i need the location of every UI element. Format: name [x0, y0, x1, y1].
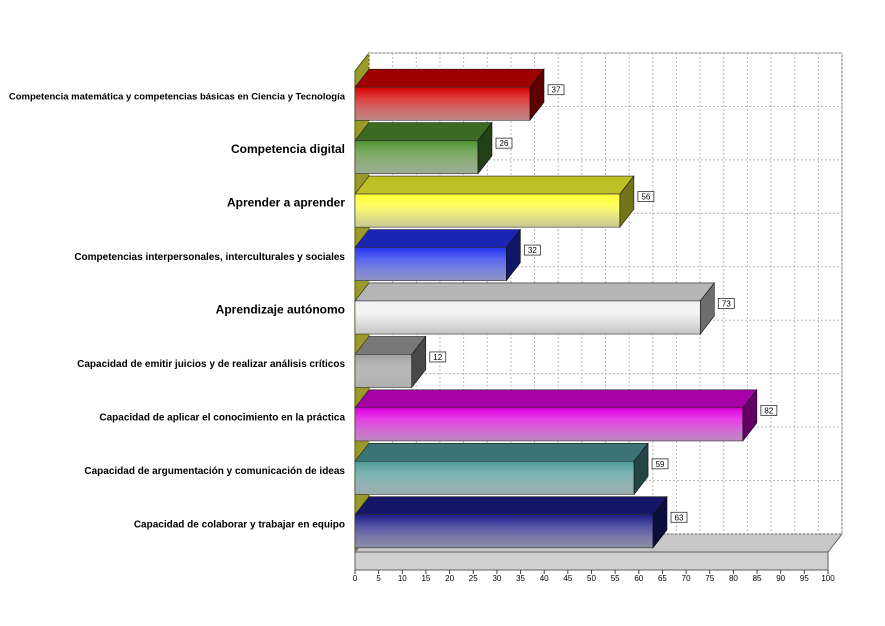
bar-end-face — [652, 495, 668, 549]
category-label: Capacidad de emitir juicios y de realiza… — [77, 359, 345, 370]
tick-label: 85 — [753, 574, 762, 583]
bar — [354, 68, 545, 122]
tick-label: 60 — [634, 574, 643, 583]
category-label: Capacidad de colaborar y trabajar en equ… — [134, 519, 345, 530]
bar — [354, 495, 668, 549]
category-label: Aprendizaje autónomo — [216, 303, 345, 317]
tick-label: 10 — [398, 574, 407, 583]
value-label-box — [651, 458, 669, 470]
category-label: Competencia matemática y competencias bá… — [9, 92, 346, 103]
value-label: 37 — [552, 86, 561, 95]
value-label: 63 — [675, 513, 684, 522]
bar-end-face — [633, 442, 649, 496]
bar-end-face — [411, 335, 427, 389]
bars — [354, 68, 758, 549]
value-label-box — [717, 298, 735, 309]
bar-end-face — [529, 68, 545, 122]
bar-front-face — [354, 407, 744, 442]
category-label: Competencia digital — [231, 142, 345, 156]
value-label: 82 — [764, 406, 773, 415]
value-label-box — [523, 244, 541, 256]
tick-label: 45 — [563, 574, 572, 583]
tick-label: 15 — [421, 574, 430, 583]
value-label-box — [429, 351, 447, 363]
bar-front-face — [354, 193, 621, 228]
bar-end-face — [619, 175, 635, 229]
floor-front — [354, 551, 829, 571]
tick-label: 90 — [776, 574, 785, 583]
value-label: 56 — [641, 193, 650, 202]
bar-front-face — [354, 514, 654, 549]
value-label: 26 — [500, 139, 509, 148]
value-label-box — [670, 511, 688, 523]
bar-top-face — [354, 389, 758, 409]
bar-end-face — [742, 388, 758, 442]
tick-label: 25 — [469, 574, 478, 583]
tick-label: 95 — [800, 574, 809, 583]
bar-top-face — [354, 122, 493, 141]
bar-top-face — [354, 442, 649, 462]
bar-front-face — [354, 300, 701, 335]
category-label: Competencias interpersonales, intercultu… — [74, 252, 345, 263]
tick-label: 30 — [492, 574, 501, 583]
bar-end-face — [477, 121, 493, 175]
bar-top-face — [354, 496, 668, 516]
tick-label: 20 — [445, 574, 454, 583]
tick-label: 35 — [516, 574, 525, 583]
tick-label: 65 — [658, 574, 667, 583]
bar-top-face — [354, 175, 635, 195]
bar — [354, 388, 758, 442]
value-label-box — [760, 404, 778, 416]
bar-front-face — [354, 140, 479, 175]
bar — [354, 228, 521, 282]
value-label-box — [495, 137, 513, 149]
value-label-box — [547, 84, 565, 96]
bar-top-face — [354, 282, 715, 302]
value-label: 59 — [656, 460, 665, 469]
bar — [354, 121, 493, 175]
tick-label: 100 — [821, 574, 835, 583]
category-label: Capacidad de argumentación y comunicació… — [84, 466, 345, 477]
tick-label: 40 — [540, 574, 549, 583]
bar-end-face — [506, 228, 521, 282]
bar — [354, 175, 635, 229]
value-label: 12 — [433, 353, 442, 362]
tick-label: 50 — [587, 574, 596, 583]
tick-label: 75 — [705, 574, 714, 583]
value-label: 73 — [722, 300, 731, 309]
category-label: Capacidad de aplicar el conocimiento en … — [99, 412, 345, 423]
tick-label: 5 — [376, 574, 381, 583]
category-label: Aprender a aprender — [227, 196, 345, 210]
value-label: 32 — [528, 246, 537, 255]
labels: 37 Competencia matemática y competencias … — [9, 84, 835, 583]
bar — [354, 442, 649, 496]
bar-end-face — [699, 282, 715, 335]
bar-front-face — [354, 247, 507, 281]
bar-front-face — [354, 354, 413, 388]
bar-top-face — [354, 68, 545, 88]
value-label-box — [637, 191, 655, 203]
bar-top-face — [354, 229, 521, 248]
bar-front-face — [354, 86, 531, 121]
tick-label: 70 — [682, 574, 691, 583]
tick-label: 55 — [611, 574, 620, 583]
bar — [354, 282, 715, 335]
tick-label: 0 — [353, 574, 358, 583]
bar — [354, 335, 427, 389]
tick-label: 80 — [729, 574, 738, 583]
bar-front-face — [354, 460, 635, 495]
